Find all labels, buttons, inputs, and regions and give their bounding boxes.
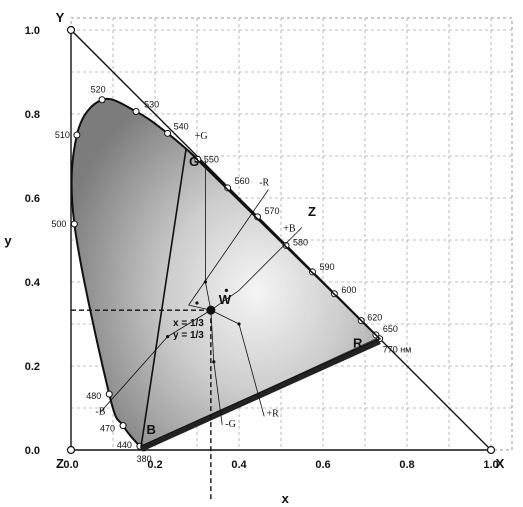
wavelength-label: 500 [51, 219, 66, 229]
vector-tip [166, 335, 170, 339]
wavelength-marker [105, 390, 113, 398]
y-tick-label: 0.6 [25, 193, 40, 205]
corner-label-y: Y [56, 10, 65, 25]
wavelength-marker [224, 184, 232, 192]
wavelength-label: 510 [55, 130, 70, 140]
wavelength-label: 380 [137, 454, 152, 464]
white-point [71, 305, 216, 500]
edge-label-z: Z [308, 204, 316, 219]
wavelength-label: 520 [91, 85, 106, 95]
y-tick-label: 0.4 [25, 277, 41, 289]
white-note-y: y = 1/3 [173, 330, 204, 341]
wavelength-label: 580 [293, 237, 308, 247]
white-point-marker [206, 305, 216, 315]
corner-label-z: Z [56, 456, 64, 471]
vector-leader [100, 336, 168, 413]
wavelength-label: 570 [264, 206, 279, 216]
wavelength-marker [119, 422, 127, 430]
x-tick-label: 1.0 [483, 459, 498, 471]
y-axis-label: y [4, 233, 12, 248]
vector-tip [203, 280, 207, 284]
y-tick-label: 0.0 [25, 445, 40, 457]
wavelength-label: 440 [117, 440, 132, 450]
wavelength-label: 560 [235, 176, 250, 186]
white-label: W [219, 292, 232, 307]
x-axis-label: x [282, 491, 290, 506]
wavelength-label: 770 нм [383, 345, 412, 355]
vector-label: +G [195, 131, 208, 142]
vector-label: -B [95, 406, 105, 417]
y-tick-label: 0.8 [25, 109, 40, 121]
vector-leader [188, 189, 269, 306]
rgb-triangle [140, 147, 382, 452]
vector-label: +R [266, 408, 279, 419]
vector-leader [238, 227, 303, 291]
wavelength-marker [164, 129, 172, 137]
wavelength-marker [70, 220, 78, 228]
x-tick-label: 0.0 [63, 459, 78, 471]
wavelength-label: 530 [144, 99, 159, 109]
vector-label: -G [225, 419, 236, 430]
primary-label-r: R [353, 336, 363, 351]
x-tick-label: 0.6 [315, 459, 330, 471]
wavelength-marker [282, 241, 290, 249]
x-tick-label: 0.8 [399, 459, 414, 471]
corner-label-x: X [496, 456, 505, 471]
primary-label-b: B [146, 422, 155, 437]
wavelength-label: 620 [367, 313, 382, 323]
point-labels: Y Z X R G B Wx = 1/3y = 1/3 Z [56, 10, 505, 471]
wavelength-label: 540 [174, 121, 189, 131]
tick-labels: 0.0 0.2 0.4 0.6 0.8 1.0 0.0 0.2 0.4 0.6 0.8 1.0 x y [4, 25, 498, 506]
wavelength-label: 600 [341, 285, 356, 295]
x-tick-label: 0.4 [231, 459, 247, 471]
y-tick-label: 0.2 [25, 361, 40, 373]
vector-line [167, 309, 212, 337]
wavelength-label: 550 [204, 154, 219, 164]
vector-tip [224, 288, 228, 292]
corner-point [66, 445, 76, 455]
wavelength-label: 470 [100, 424, 115, 434]
vector-line [210, 290, 240, 311]
vector-tip [237, 322, 241, 326]
x-tick-label: 0.2 [147, 459, 162, 471]
color-vectors: +G -R +B -B -G +R [95, 131, 303, 430]
corner-point [66, 25, 76, 35]
wavelength-marker [98, 96, 106, 104]
vector-line [210, 309, 240, 325]
white-note-x: x = 1/3 [173, 318, 204, 329]
wavelength-label: 480 [86, 391, 101, 401]
vector-leader [213, 361, 223, 425]
br-edge [140, 339, 381, 452]
wavelength-label: 650 [383, 324, 398, 334]
vector-label: +B [283, 224, 296, 235]
vector-tip [212, 360, 216, 364]
y-tick-label: 1.0 [25, 25, 40, 37]
wavelength-marker [132, 107, 140, 115]
vector-leader [238, 323, 265, 417]
vector-label: -R [259, 177, 269, 188]
wavelength-label: 590 [320, 262, 335, 272]
primary-label-g: G [189, 154, 199, 169]
vector-tip [195, 301, 199, 305]
vector-line [205, 281, 212, 311]
corner-point [486, 445, 496, 455]
rgb-triangle-outline [140, 147, 382, 448]
wavelength-marker [73, 131, 81, 139]
